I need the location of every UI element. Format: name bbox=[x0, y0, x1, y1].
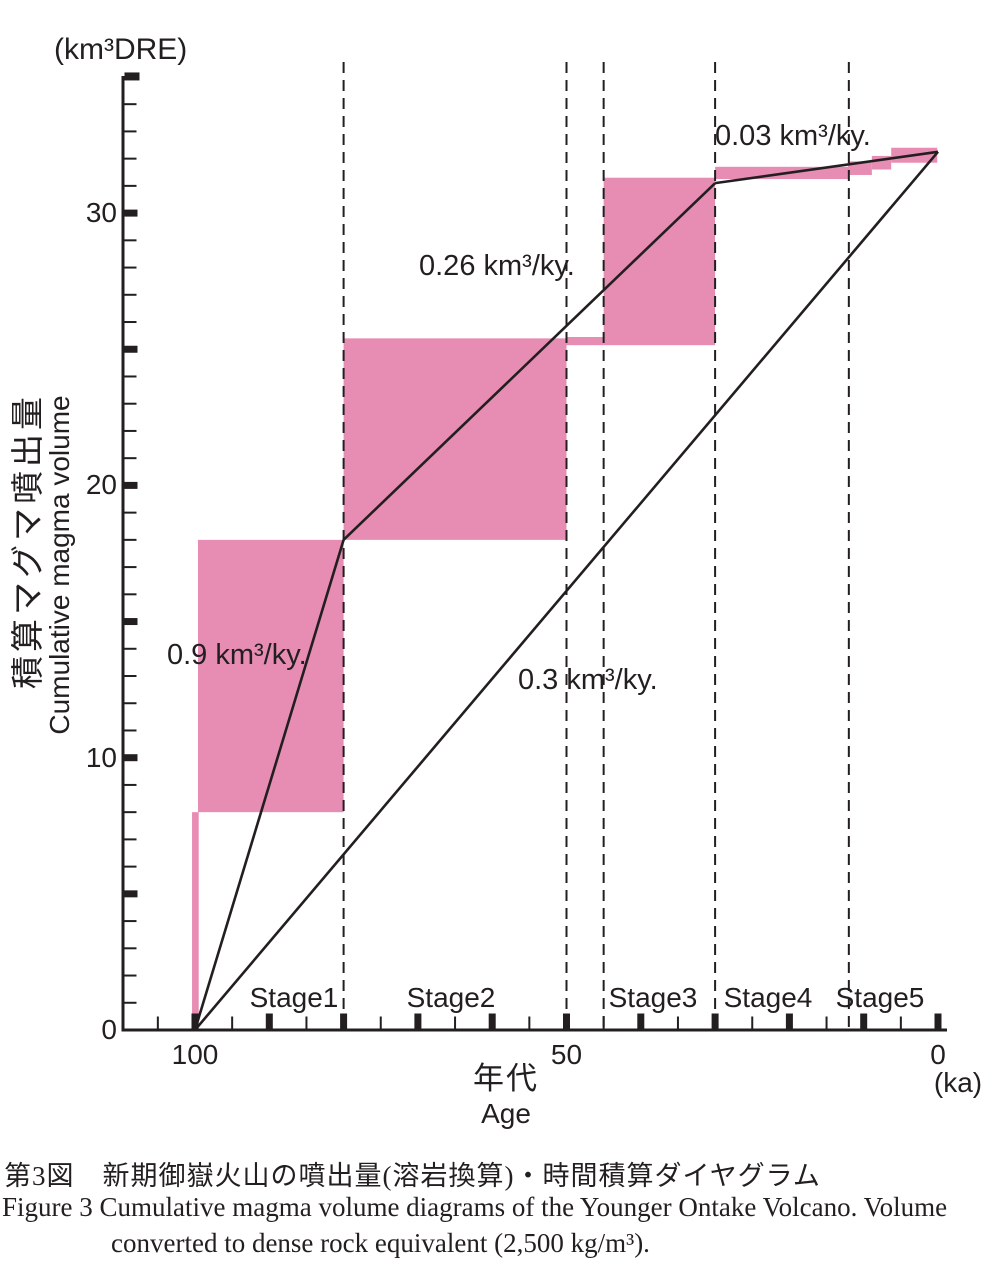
x-axis-minor-tick bbox=[899, 1016, 902, 1029]
x-tick-label: 50 bbox=[550, 1039, 583, 1070]
rate-line bbox=[714, 150, 939, 185]
y-axis-major-tick bbox=[124, 890, 138, 898]
y-axis-minor-tick bbox=[124, 974, 137, 977]
y-axis-minor-tick bbox=[124, 838, 137, 841]
x-axis-minor-tick bbox=[454, 1016, 457, 1029]
y-axis-minor-tick bbox=[124, 729, 137, 732]
y-axis-minor-tick bbox=[124, 947, 137, 950]
y-axis-minor-tick bbox=[124, 239, 137, 242]
eruption-rate-annotation: 0.3 km³/ky. bbox=[518, 664, 658, 696]
y-axis-minor-tick bbox=[124, 266, 137, 269]
y-axis-minor-tick bbox=[124, 184, 137, 187]
y-tick-label: 30 bbox=[85, 197, 117, 229]
caption-english-line1: Figure 3 Cumulative magma volume diagram… bbox=[2, 1192, 948, 1222]
x-axis-major-tick bbox=[637, 1013, 645, 1029]
y-tick-label: 0 bbox=[101, 1014, 117, 1045]
x-axis-major-tick bbox=[785, 1013, 793, 1029]
x-axis-minor-tick bbox=[528, 1016, 531, 1029]
cumulative-volume-box bbox=[603, 177, 716, 346]
rate-line bbox=[342, 182, 717, 541]
stage-label: Stage2 bbox=[406, 982, 496, 1013]
x-axis-major-tick bbox=[860, 1013, 868, 1029]
eruption-rate-annotation: 0.26 km³/ky. bbox=[419, 250, 575, 282]
x-axis-major-tick bbox=[488, 1013, 496, 1029]
x-axis-major-tick bbox=[711, 1013, 719, 1029]
x-axis-minor-tick bbox=[751, 1016, 754, 1029]
y-axis-minor-tick bbox=[124, 293, 137, 296]
stage-label: Stage5 bbox=[835, 982, 925, 1013]
y-axis-minor-tick bbox=[124, 920, 137, 923]
rate-line bbox=[194, 150, 939, 1031]
x-tick-label: 0 bbox=[930, 1039, 946, 1070]
y-axis-unit-label: (km³DRE) bbox=[54, 33, 188, 66]
y-axis-minor-tick bbox=[124, 647, 137, 650]
cumulative-volume-box bbox=[343, 338, 567, 540]
x-axis-minor-tick bbox=[676, 1016, 679, 1029]
x-axis-minor-tick bbox=[825, 1016, 828, 1029]
cumulative-volume-box bbox=[192, 812, 199, 1030]
y-axis-minor-tick bbox=[124, 457, 137, 460]
y-tick-label: 20 bbox=[85, 469, 117, 501]
x-axis-title-english: Age bbox=[481, 1098, 531, 1129]
x-axis-minor-tick bbox=[379, 1016, 382, 1029]
y-axis-major-tick bbox=[124, 345, 138, 353]
y-axis-minor-tick bbox=[124, 865, 137, 868]
eruption-rate-annotation: 0.03 km³/ky. bbox=[715, 120, 871, 152]
y-axis-title-english: Cumulative magma volume bbox=[44, 395, 75, 735]
y-axis-line bbox=[121, 76, 125, 1032]
y-axis-minor-tick bbox=[124, 429, 137, 432]
y-axis-minor-tick bbox=[124, 130, 137, 133]
y-tick-label: 10 bbox=[85, 741, 117, 773]
x-axis-major-tick bbox=[563, 1013, 570, 1029]
stage-label: Stage1 bbox=[249, 982, 339, 1013]
y-axis-minor-tick bbox=[124, 103, 137, 106]
y-axis-minor-tick bbox=[124, 566, 137, 569]
y-axis-major-tick bbox=[124, 209, 138, 217]
cumulative-volume-box bbox=[197, 539, 344, 813]
y-axis-major-tick bbox=[124, 754, 138, 762]
x-axis-major-tick bbox=[414, 1013, 422, 1029]
x-axis-minor-tick bbox=[231, 1016, 234, 1029]
x-axis-major-tick bbox=[340, 1013, 348, 1029]
stage-label: Stage3 bbox=[608, 982, 698, 1013]
x-axis-minor-tick bbox=[305, 1016, 308, 1029]
caption-english-line2: converted to dense rock equivalent (2,50… bbox=[111, 1228, 650, 1258]
x-axis-major-tick bbox=[265, 1013, 273, 1029]
y-axis-major-tick bbox=[124, 618, 138, 626]
y-axis-minor-tick bbox=[124, 1001, 137, 1004]
y-axis-minor-tick bbox=[124, 402, 137, 405]
y-axis-major-tick bbox=[124, 72, 140, 81]
x-axis-title-japanese: 年代 bbox=[473, 1061, 539, 1096]
y-axis-minor-tick bbox=[124, 511, 137, 514]
y-axis-minor-tick bbox=[124, 538, 137, 541]
y-axis-minor-tick bbox=[124, 157, 137, 160]
y-axis-minor-tick bbox=[124, 321, 137, 324]
x-axis-major-tick bbox=[934, 1013, 942, 1029]
y-axis-minor-tick bbox=[124, 702, 137, 705]
rate-line bbox=[193, 539, 345, 1031]
y-axis-minor-tick bbox=[124, 375, 137, 378]
x-axis-line bbox=[121, 1028, 947, 1032]
x-axis-minor-tick bbox=[156, 1016, 159, 1029]
y-axis-major-tick bbox=[124, 481, 138, 489]
x-axis-minor-tick bbox=[602, 1016, 605, 1029]
x-tick-label: 100 bbox=[171, 1039, 219, 1070]
stage-label: Stage4 bbox=[723, 982, 813, 1013]
cumulative-volume-box bbox=[566, 336, 604, 346]
x-axis-unit-label: (ka) bbox=[933, 1067, 983, 1098]
y-axis-minor-tick bbox=[124, 783, 137, 786]
y-axis-minor-tick bbox=[124, 675, 137, 678]
eruption-rate-annotation: 0.9 km³/ky. bbox=[167, 639, 307, 671]
caption-japanese: 第3図 新期御嶽火山の噴出量(溶岩換算)・時間積算ダイヤグラム bbox=[4, 1161, 821, 1191]
y-axis-minor-tick bbox=[124, 593, 137, 596]
y-axis-minor-tick bbox=[124, 811, 137, 814]
x-axis-major-tick bbox=[191, 1013, 199, 1029]
